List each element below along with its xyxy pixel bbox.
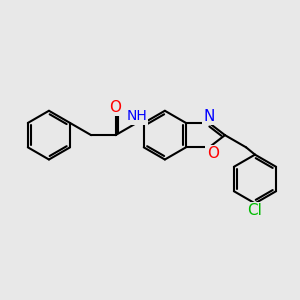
Text: O: O [207,146,219,161]
Text: NH: NH [126,110,147,123]
Text: N: N [203,109,215,124]
Text: Cl: Cl [248,203,262,218]
Text: O: O [110,100,122,115]
